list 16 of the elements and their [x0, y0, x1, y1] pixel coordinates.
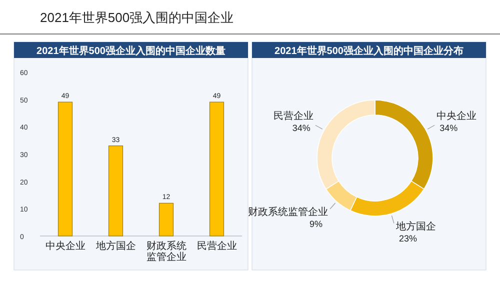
title: 2021年世界500强企业入围的中国企业数量: [36, 46, 226, 57]
title: 2021年世界500强企业入围的中国企业分布: [274, 46, 464, 57]
value-label: 23%: [398, 233, 417, 244]
value-label: 34%: [440, 123, 458, 134]
slice-label: 中央企业: [436, 111, 477, 122]
xtick: 监管企业: [146, 252, 186, 263]
xtick: 中央企业: [45, 241, 86, 252]
slice-label: 财政系统监管企业: [248, 207, 328, 218]
value-label: 34%: [292, 123, 310, 134]
slice-label: 地方国企: [396, 221, 436, 232]
xtick: 民营企业: [196, 241, 237, 252]
xtick: 财政系统: [146, 241, 186, 252]
annotation: 2021年世界500强入围的中国企业: [40, 10, 234, 25]
xtick: 地方国企: [96, 241, 136, 252]
slice-label: 民营企业: [273, 111, 314, 122]
value-label: 9%: [310, 219, 323, 229]
